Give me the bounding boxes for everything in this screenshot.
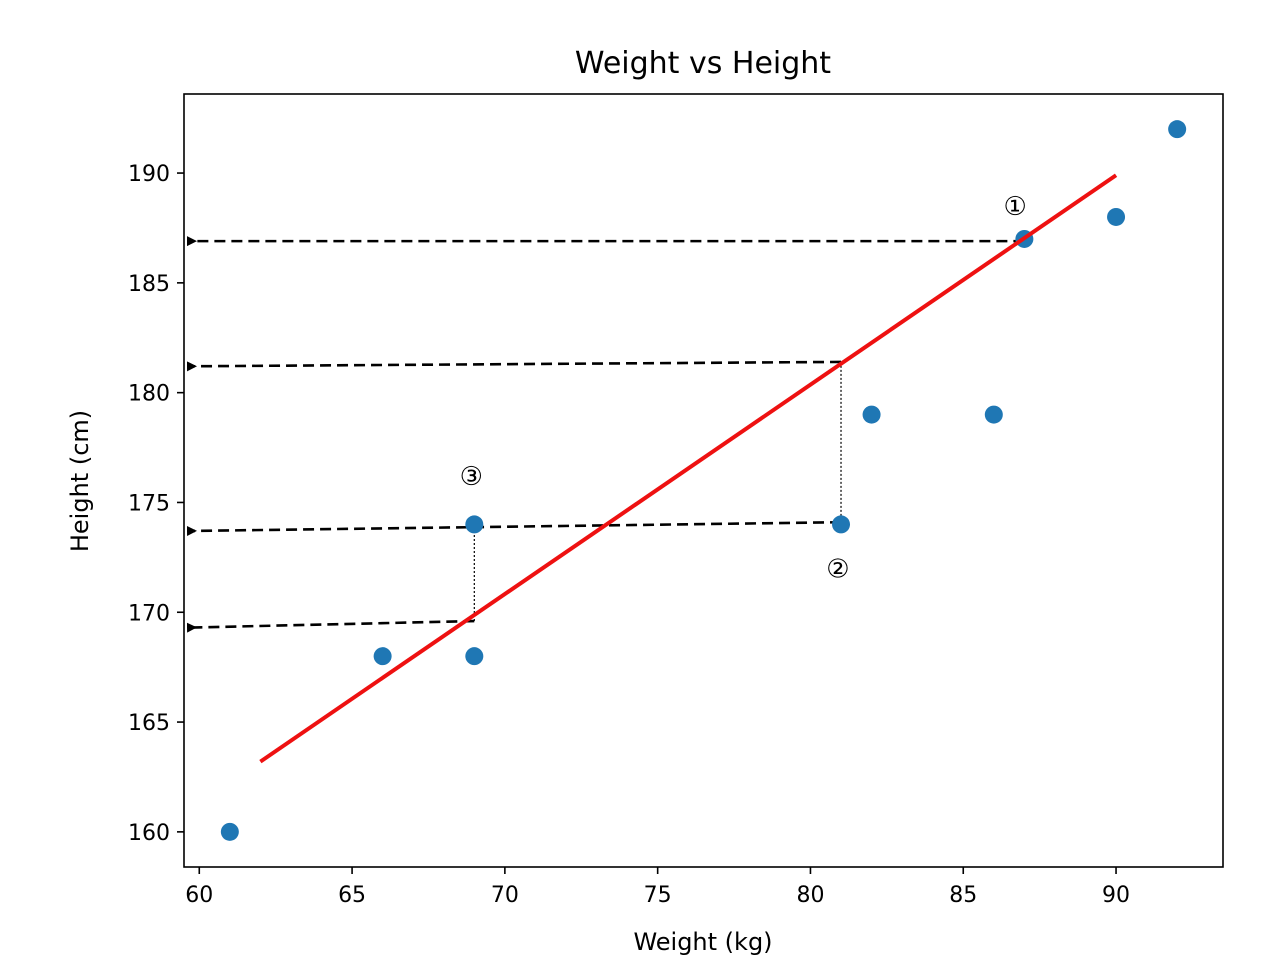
x-tick-label: 70 bbox=[491, 883, 519, 908]
plot-area: ① ② ③ bbox=[186, 120, 1187, 841]
chart-title: Weight vs Height bbox=[575, 46, 831, 81]
y-tick-label: 165 bbox=[128, 711, 170, 736]
x-tick-label: 90 bbox=[1102, 883, 1130, 908]
annotation-marker: ② bbox=[826, 554, 849, 584]
x-tick-label: 80 bbox=[796, 883, 824, 908]
regression-line bbox=[259, 173, 1118, 764]
y-tick-label: 160 bbox=[128, 821, 170, 846]
data-point bbox=[465, 647, 484, 666]
projection-arrow bbox=[186, 360, 842, 372]
x-tick-label: 60 bbox=[185, 883, 213, 908]
data-point bbox=[220, 822, 239, 841]
y-tick-label: 180 bbox=[128, 382, 170, 407]
data-point bbox=[373, 647, 392, 666]
annotation-marker: ③ bbox=[460, 462, 483, 492]
y-tick-label: 175 bbox=[128, 491, 170, 516]
data-point bbox=[465, 515, 484, 534]
annotation-marker: ① bbox=[1004, 192, 1027, 222]
data-point bbox=[862, 405, 881, 424]
data-point bbox=[832, 515, 851, 534]
data-point bbox=[984, 405, 1003, 424]
projection-arrow bbox=[186, 619, 475, 633]
data-point bbox=[1107, 207, 1126, 226]
y-tick-label: 190 bbox=[128, 162, 170, 187]
x-tick-label: 65 bbox=[338, 883, 366, 908]
plot-frame bbox=[183, 93, 1224, 868]
x-tick-label: 75 bbox=[644, 883, 672, 908]
y-tick-label: 185 bbox=[128, 272, 170, 297]
data-point bbox=[1168, 120, 1187, 139]
x-axis: 60 65 70 75 80 85 90 bbox=[185, 867, 1130, 908]
x-axis-label: Weight (kg) bbox=[633, 928, 772, 956]
y-axis: 160 165 170 175 180 185 190 bbox=[128, 162, 184, 846]
projection-arrow bbox=[186, 520, 842, 537]
x-tick-label: 85 bbox=[949, 883, 977, 908]
y-axis-label: Height (cm) bbox=[66, 410, 94, 552]
y-tick-label: 170 bbox=[128, 601, 170, 626]
